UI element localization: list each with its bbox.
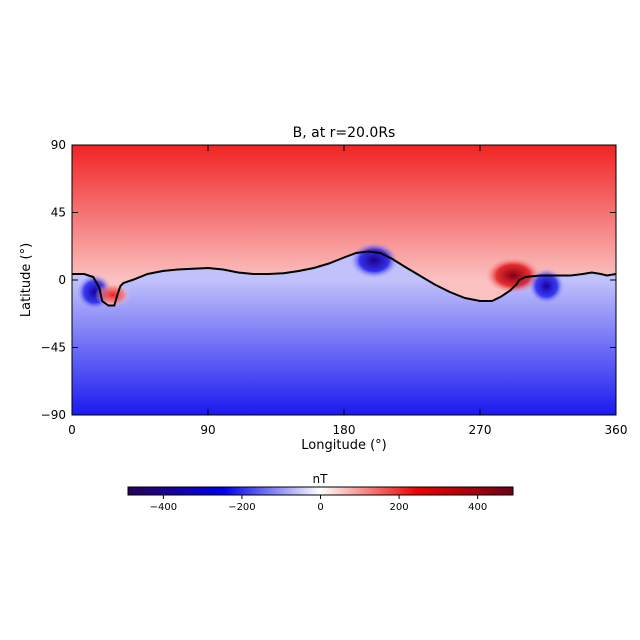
colorbar-strip — [127, 486, 514, 496]
colorbar-tick-label: 400 — [468, 502, 487, 513]
y-axis-label: Latitude (°) — [19, 243, 34, 317]
negative-field-feature — [528, 268, 565, 304]
colorbar-tick-label: −200 — [228, 502, 255, 513]
y-axis: 90 45 0 −45 −90 — [41, 138, 616, 422]
x-tick-label: 360 — [605, 423, 628, 437]
x-axis: 0 90 180 270 360 — [68, 145, 627, 437]
x-axis-label: Longitude (°) — [301, 438, 386, 453]
colorbar: nT −400 −200 0 200 400 — [127, 472, 514, 513]
x-tick-label: 90 — [200, 423, 215, 437]
x-tick-label: 180 — [333, 423, 356, 437]
negative-region — [72, 251, 616, 415]
positive-field-feature — [485, 257, 542, 294]
colorbar-label: nT — [313, 472, 329, 486]
colorbar-ticks: −400 −200 0 200 400 — [150, 495, 487, 513]
colorbar-tick-label: 0 — [317, 502, 323, 513]
y-tick-label: 45 — [51, 206, 66, 220]
chart-title: B, at r=20.0Rs — [293, 125, 396, 141]
colorbar-tick-label: −400 — [150, 502, 177, 513]
negative-field-feature — [350, 242, 399, 279]
x-tick-label: 270 — [469, 423, 492, 437]
positive-region — [72, 145, 616, 306]
y-tick-label: 90 — [51, 138, 66, 152]
colorbar-tick-label: 200 — [390, 502, 409, 513]
y-tick-label: 0 — [58, 273, 66, 287]
neutral-line — [72, 250, 616, 307]
field-map — [72, 145, 616, 415]
x-tick-label: 0 — [68, 423, 76, 437]
plot-area — [71, 144, 617, 416]
y-tick-label: −45 — [41, 341, 66, 355]
y-tick-label: −90 — [41, 408, 66, 422]
